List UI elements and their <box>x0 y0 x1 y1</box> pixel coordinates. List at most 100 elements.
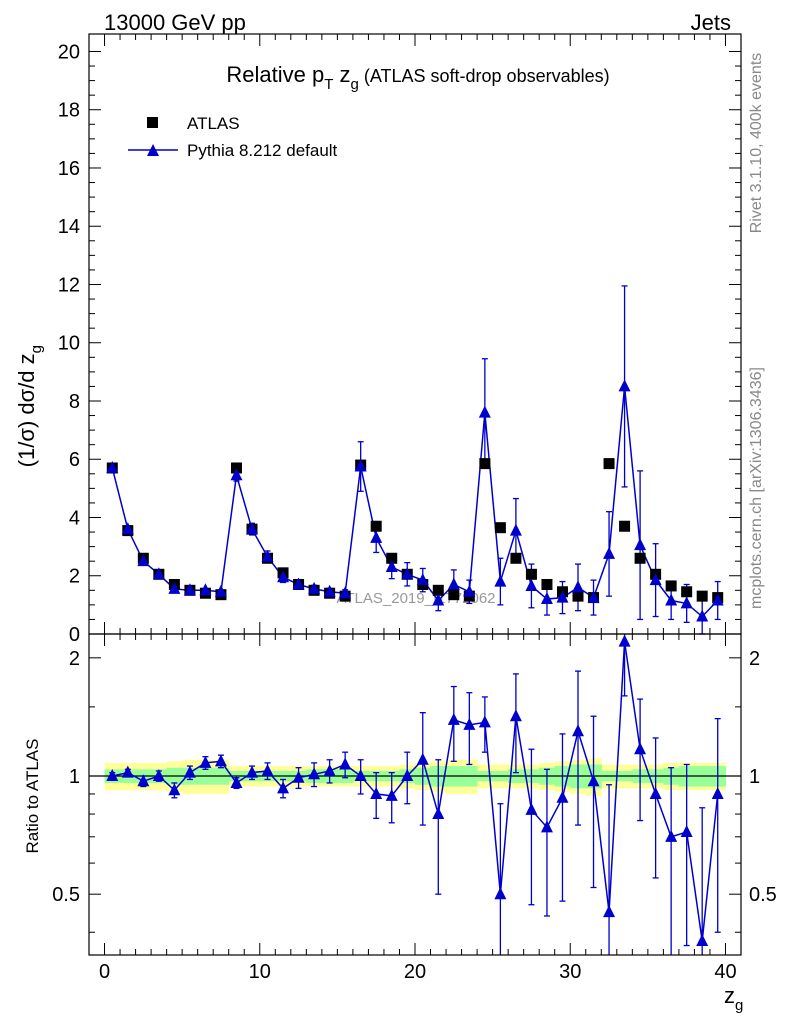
mc-point <box>308 581 321 594</box>
ratio-point <box>416 752 429 765</box>
ratio-y-tick-label: 2 <box>69 648 80 670</box>
ratio-point <box>230 775 243 788</box>
ratio-point <box>261 763 274 776</box>
y-tick-label: 12 <box>58 274 80 296</box>
y-tick-label: 2 <box>69 566 80 588</box>
ratio-point <box>168 783 181 796</box>
atlas-point <box>603 458 615 470</box>
mc-point <box>463 584 476 597</box>
mc-point <box>494 574 507 587</box>
mc-point <box>261 549 274 562</box>
mcplots-label: mcplots.cern.ch [arXiv:1306.3436] <box>748 367 765 609</box>
atlas-point <box>230 462 242 474</box>
mc-series-line <box>111 386 719 618</box>
ratio-point <box>696 933 709 946</box>
ratio-point <box>649 786 662 799</box>
ratio-point <box>137 774 150 787</box>
ratio-point <box>292 770 305 783</box>
mc-point <box>572 580 584 593</box>
ratio-point <box>106 769 119 782</box>
mc-point <box>370 530 383 543</box>
mc-point <box>168 581 181 594</box>
atlas-point <box>432 584 444 596</box>
mc-point <box>540 592 553 605</box>
mc-point <box>354 459 367 472</box>
legend-label-pythia: Pythia 8.212 default <box>187 141 338 160</box>
mc-point <box>152 567 165 580</box>
ratio-point <box>711 786 724 799</box>
x-tick-label: 10 <box>249 961 271 983</box>
ratio-point <box>199 755 212 768</box>
ratio-point <box>432 807 445 820</box>
ratio-point <box>385 788 398 801</box>
ratio-point <box>572 724 584 737</box>
atlas-point <box>541 578 553 590</box>
atlas-point <box>370 520 382 532</box>
x-tick-label: 30 <box>559 961 581 983</box>
ratio-point <box>509 709 522 722</box>
legend-marker-atlas <box>147 117 158 128</box>
mc-point <box>339 586 352 599</box>
mc-point <box>603 546 616 559</box>
mc-point <box>447 577 460 590</box>
mc-point <box>680 596 693 609</box>
ratio-point <box>665 829 678 842</box>
ratio-point <box>494 887 507 900</box>
mc-point <box>137 554 150 567</box>
atlas-point <box>681 586 693 598</box>
ratio-point <box>525 802 538 815</box>
legend-marker-pythia <box>147 144 159 156</box>
y-tick-label: 6 <box>69 449 80 471</box>
energy-label: 13000 GeV pp <box>104 10 246 35</box>
legend: ATLAS Pythia 8.212 default <box>128 114 338 160</box>
mc-point <box>556 590 569 603</box>
ratio-point <box>339 757 352 770</box>
atlas-point <box>494 522 506 534</box>
mc-point <box>292 577 305 590</box>
ratio-point <box>152 769 165 782</box>
top-panel <box>106 285 724 635</box>
mc-point <box>199 583 212 596</box>
mc-point <box>509 523 522 536</box>
x-tick-label: 20 <box>404 961 426 983</box>
mc-point <box>214 584 227 597</box>
mc-point <box>106 460 119 473</box>
ratio-point <box>478 715 491 728</box>
y-axis-title: (1/σ) dσ/d zg <box>14 345 45 467</box>
ratio-point <box>401 769 414 782</box>
atlas-point <box>386 552 398 564</box>
ratio-y-tick-label-right: 1 <box>749 766 760 788</box>
mc-point <box>432 593 445 606</box>
ratio-point <box>447 712 460 725</box>
mc-point <box>230 468 243 481</box>
atlas-point <box>448 589 460 601</box>
ratio-point <box>214 754 227 767</box>
mc-point <box>649 573 662 586</box>
ratio-y-axis-title: Ratio to ATLAS <box>23 739 42 854</box>
atlas-point <box>572 590 584 602</box>
ratio-point <box>354 769 367 782</box>
ratio-y-tick-label-right: 0.5 <box>749 884 777 906</box>
mc-point <box>246 522 258 535</box>
category-label: Jets <box>691 10 731 35</box>
ratio-point <box>121 765 134 778</box>
mc-point <box>525 578 538 591</box>
ratio-point <box>183 765 196 778</box>
plot-title: Relative pT zg (ATLAS soft-drop observab… <box>226 62 609 93</box>
x-tick-label: 0 <box>99 961 110 983</box>
ratio-series-line <box>112 641 719 942</box>
mc-point <box>665 593 678 606</box>
ratio-point <box>308 767 321 780</box>
ratio-point <box>556 790 569 803</box>
mc-point <box>634 538 647 551</box>
mc-point <box>478 405 491 418</box>
x-tick-label: 40 <box>714 961 736 983</box>
ratio-point <box>618 634 631 647</box>
atlas-point <box>525 568 537 580</box>
atlas-point <box>479 458 491 470</box>
mc-point <box>121 522 134 535</box>
mc-point <box>587 590 600 603</box>
mc-point <box>323 584 336 597</box>
